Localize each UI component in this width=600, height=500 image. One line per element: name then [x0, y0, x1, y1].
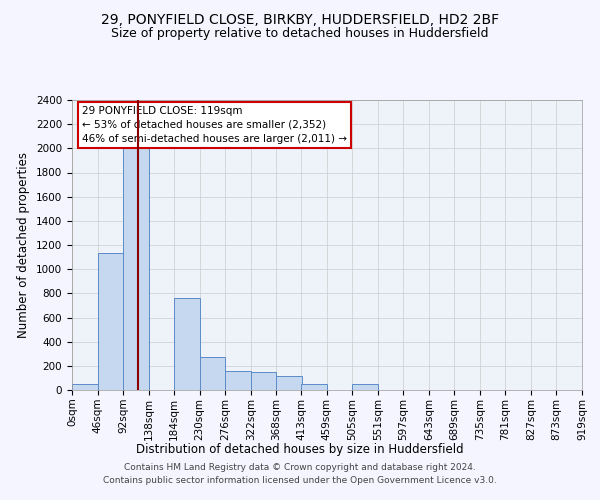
Bar: [301, 384, 327, 390]
Bar: [98, 254, 123, 390]
Bar: [123, 142, 149, 390]
Bar: [251, 372, 276, 390]
Text: Contains HM Land Registry data © Crown copyright and database right 2024.
Contai: Contains HM Land Registry data © Crown c…: [103, 464, 497, 485]
Bar: [276, 376, 302, 390]
Bar: [352, 384, 378, 390]
Bar: [225, 370, 251, 390]
Bar: [174, 298, 200, 390]
Text: Distribution of detached houses by size in Huddersfield: Distribution of detached houses by size …: [136, 442, 464, 456]
Text: Size of property relative to detached houses in Huddersfield: Size of property relative to detached ho…: [111, 28, 489, 40]
Y-axis label: Number of detached properties: Number of detached properties: [17, 152, 31, 338]
Bar: [200, 358, 225, 390]
Text: 29 PONYFIELD CLOSE: 119sqm
← 53% of detached houses are smaller (2,352)
46% of s: 29 PONYFIELD CLOSE: 119sqm ← 53% of deta…: [82, 106, 347, 144]
Bar: [72, 384, 98, 390]
Text: 29, PONYFIELD CLOSE, BIRKBY, HUDDERSFIELD, HD2 2BF: 29, PONYFIELD CLOSE, BIRKBY, HUDDERSFIEL…: [101, 12, 499, 26]
